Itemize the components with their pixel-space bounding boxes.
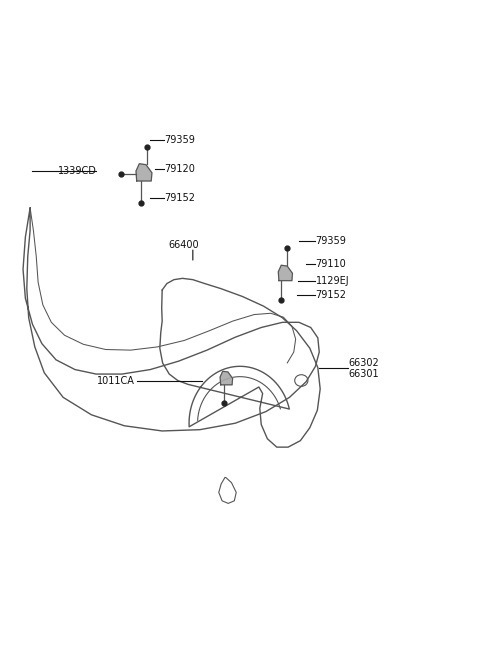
Text: 1011CA: 1011CA <box>97 375 135 386</box>
Text: 66400: 66400 <box>168 240 199 250</box>
Polygon shape <box>278 265 292 280</box>
Text: 1129EJ: 1129EJ <box>315 276 349 286</box>
Text: 66302: 66302 <box>348 358 379 368</box>
Text: 1339CD: 1339CD <box>59 166 97 176</box>
Text: 79152: 79152 <box>315 290 347 300</box>
Text: 79152: 79152 <box>165 193 195 203</box>
Polygon shape <box>136 164 152 181</box>
Text: 66301: 66301 <box>348 369 379 379</box>
Text: 79359: 79359 <box>165 135 195 145</box>
Text: 79110: 79110 <box>315 259 346 269</box>
Text: 79120: 79120 <box>165 164 195 174</box>
Polygon shape <box>220 371 233 384</box>
Text: 79359: 79359 <box>315 236 347 246</box>
